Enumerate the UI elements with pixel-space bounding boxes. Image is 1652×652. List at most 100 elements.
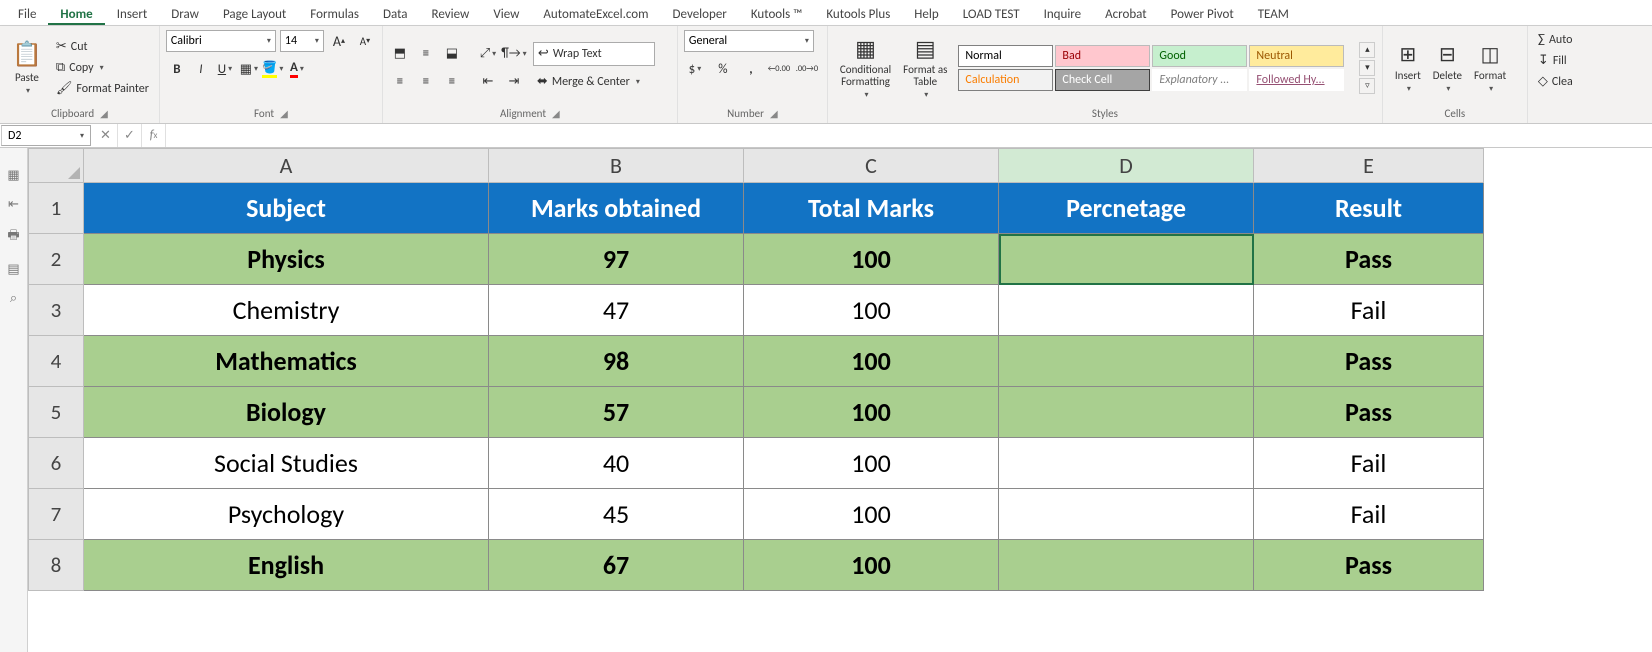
borders-button[interactable]: ▦▾	[238, 58, 260, 80]
gutter-icon[interactable]: ⇤	[8, 197, 19, 212]
tab-data[interactable]: Data	[371, 3, 420, 25]
copy-button[interactable]: ⧉Copy▾	[52, 58, 153, 77]
cell-C3[interactable]: 100	[744, 285, 999, 336]
row-header-1[interactable]: 1	[29, 183, 84, 234]
cell-B3[interactable]: 47	[489, 285, 744, 336]
tab-file[interactable]: File	[6, 3, 48, 25]
cell-D5[interactable]	[999, 387, 1254, 438]
tab-acrobat[interactable]: Acrobat	[1093, 3, 1159, 25]
cell-A1[interactable]: Subject	[84, 183, 489, 234]
styles-scroll-down[interactable]: ▾	[1359, 60, 1375, 76]
cell-A5[interactable]: Biology	[84, 387, 489, 438]
tab-review[interactable]: Review	[420, 3, 482, 25]
tab-formulas[interactable]: Formulas	[298, 3, 371, 25]
cell-style-explanatory-[interactable]: Explanatory ...	[1152, 69, 1247, 91]
font-color-button[interactable]: A▾	[286, 58, 308, 80]
tab-kutools-[interactable]: Kutools ™	[739, 3, 815, 25]
cell-E6[interactable]: Fail	[1254, 438, 1484, 489]
merge-center-button[interactable]: ⬌Merge & Center▾	[533, 70, 663, 94]
cell-D2[interactable]	[999, 234, 1254, 285]
cell-C5[interactable]: 100	[744, 387, 999, 438]
styles-more[interactable]: ▿	[1359, 78, 1375, 94]
tab-developer[interactable]: Developer	[661, 3, 739, 25]
paste-button[interactable]: 📋 Paste ▾	[6, 40, 48, 96]
autosum-button[interactable]: ∑Auto	[1534, 30, 1577, 49]
column-header-D[interactable]: D	[999, 149, 1254, 183]
row-header-8[interactable]: 8	[29, 540, 84, 591]
row-header-6[interactable]: 6	[29, 438, 84, 489]
cell-A4[interactable]: Mathematics	[84, 336, 489, 387]
cell-D8[interactable]	[999, 540, 1254, 591]
cell-D3[interactable]	[999, 285, 1254, 336]
dialog-launcher-icon[interactable]: ◢	[100, 107, 108, 120]
clear-button[interactable]: ◇Clea	[1534, 72, 1577, 91]
align-top-button[interactable]: ⬒	[389, 43, 411, 65]
tab-page-layout[interactable]: Page Layout	[211, 3, 298, 25]
currency-button[interactable]: $▾	[684, 58, 706, 80]
cell-B5[interactable]: 57	[489, 387, 744, 438]
shrink-font-button[interactable]: A▾	[354, 30, 376, 52]
column-header-E[interactable]: E	[1254, 149, 1484, 183]
tab-kutools-plus[interactable]: Kutools Plus	[814, 3, 902, 25]
cell-A8[interactable]: English	[84, 540, 489, 591]
cell-E8[interactable]: Pass	[1254, 540, 1484, 591]
row-header-7[interactable]: 7	[29, 489, 84, 540]
cell-C1[interactable]: Total Marks	[744, 183, 999, 234]
align-middle-button[interactable]: ≡	[415, 43, 437, 65]
font-size-combo[interactable]: 14▾	[280, 30, 324, 52]
gutter-icon[interactable]: ▦	[7, 168, 19, 183]
tab-automateexcel-com[interactable]: AutomateExcel.com	[531, 3, 660, 25]
cell-style-neutral[interactable]: Neutral	[1249, 45, 1344, 67]
styles-scroll-up[interactable]: ▴	[1359, 42, 1375, 58]
cell-D6[interactable]	[999, 438, 1254, 489]
cell-style-normal[interactable]: Normal	[958, 45, 1053, 67]
orientation-button[interactable]: ⤢▾	[477, 43, 499, 65]
tab-power-pivot[interactable]: Power Pivot	[1159, 3, 1246, 25]
decrease-indent-button[interactable]: ⇤	[477, 71, 499, 93]
comma-button[interactable]: ,	[740, 58, 762, 80]
tab-load-test[interactable]: LOAD TEST	[951, 3, 1032, 25]
cell-E4[interactable]: Pass	[1254, 336, 1484, 387]
cell-C6[interactable]: 100	[744, 438, 999, 489]
row-header-2[interactable]: 2	[29, 234, 84, 285]
dialog-launcher-icon[interactable]: ◢	[552, 107, 560, 120]
insert-cells-button[interactable]: ⊞Insert▾	[1389, 42, 1427, 94]
tab-draw[interactable]: Draw	[159, 3, 211, 25]
column-header-B[interactable]: B	[489, 149, 744, 183]
format-painter-button[interactable]: 🖌Format Painter	[52, 79, 153, 98]
number-format-combo[interactable]: General▾	[684, 30, 814, 52]
format-cells-button[interactable]: ◫Format▾	[1468, 42, 1512, 94]
gutter-icon[interactable]: ▤	[7, 262, 19, 277]
increase-decimal-button[interactable]: ←0.00	[768, 58, 790, 80]
ltr-button[interactable]: ¶→▾	[503, 43, 525, 65]
align-bottom-button[interactable]: ⬓	[441, 43, 463, 65]
cell-style-followed-hy-[interactable]: Followed Hy...	[1249, 69, 1344, 91]
percent-button[interactable]: %	[712, 58, 734, 80]
cell-E2[interactable]: Pass	[1254, 234, 1484, 285]
cell-D4[interactable]	[999, 336, 1254, 387]
tab-home[interactable]: Home	[48, 3, 104, 25]
column-header-C[interactable]: C	[744, 149, 999, 183]
dialog-launcher-icon[interactable]: ◢	[770, 107, 778, 120]
cell-B2[interactable]: 97	[489, 234, 744, 285]
cell-B8[interactable]: 67	[489, 540, 744, 591]
align-center-button[interactable]: ≡	[415, 71, 437, 93]
align-right-button[interactable]: ≡	[441, 71, 463, 93]
format-as-table-button[interactable]: ▤ Format asTable▾	[897, 35, 953, 100]
formula-input[interactable]	[166, 124, 1652, 147]
underline-button[interactable]: U▾	[214, 58, 236, 80]
cell-C8[interactable]: 100	[744, 540, 999, 591]
cell-E1[interactable]: Result	[1254, 183, 1484, 234]
cell-C2[interactable]: 100	[744, 234, 999, 285]
cell-B6[interactable]: 40	[489, 438, 744, 489]
fx-button[interactable]: fx	[142, 124, 166, 147]
italic-button[interactable]: I	[190, 58, 212, 80]
tab-team[interactable]: TEAM	[1246, 3, 1301, 25]
tab-view[interactable]: View	[481, 3, 531, 25]
cell-E5[interactable]: Pass	[1254, 387, 1484, 438]
cell-style-bad[interactable]: Bad	[1055, 45, 1150, 67]
font-name-combo[interactable]: Calibri▾	[166, 30, 276, 52]
fill-color-button[interactable]: 🪣▾	[262, 58, 284, 80]
cell-A7[interactable]: Psychology	[84, 489, 489, 540]
cell-A6[interactable]: Social Studies	[84, 438, 489, 489]
